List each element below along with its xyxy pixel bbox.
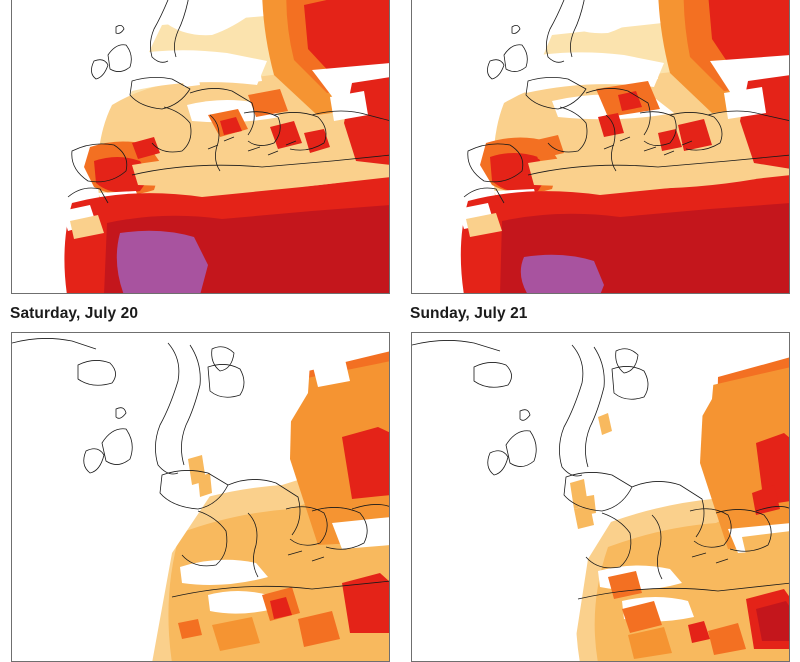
figure-panel-grid: Saturday, July 20 <box>10 0 790 662</box>
map-panel-saturday <box>11 0 390 294</box>
caption-saturday: Saturday, July 20 <box>10 305 139 322</box>
map-canvas <box>12 333 389 661</box>
map-panel-sunday <box>411 0 790 294</box>
caption-sunday: Sunday, July 21 <box>410 305 528 322</box>
map-canvas <box>412 0 789 293</box>
anomaly-field <box>412 0 789 293</box>
anomaly-field <box>12 0 389 293</box>
map-canvas <box>412 333 789 661</box>
map-panel-row2-right <box>411 332 790 662</box>
map-canvas <box>12 0 389 293</box>
map-panel-row2-left <box>11 332 390 662</box>
anomaly-field <box>412 333 789 661</box>
anomaly-field <box>12 333 389 661</box>
